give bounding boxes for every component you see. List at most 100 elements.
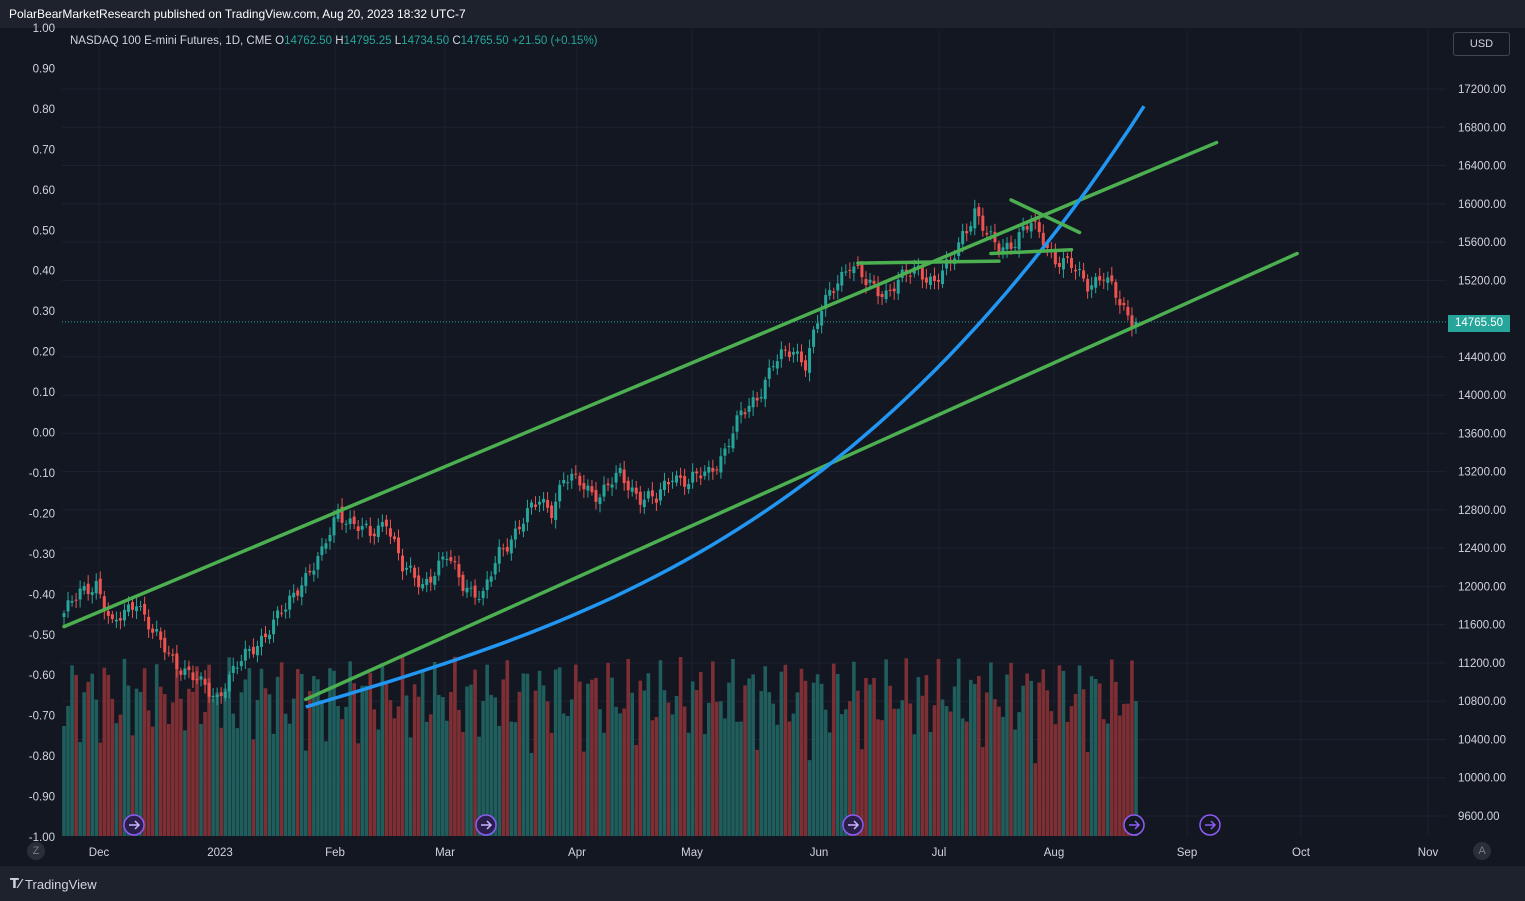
right-axis-label: 17200.00 [1458, 84, 1506, 96]
volume-bar [985, 692, 989, 836]
right-axis-label: 16400.00 [1458, 161, 1506, 173]
volume-bar [1009, 662, 1013, 836]
candle-body [658, 489, 662, 501]
candle-body [284, 609, 288, 612]
left-axis-label: 0.60 [33, 185, 55, 197]
volume-bar [815, 674, 820, 836]
candle-body [114, 619, 118, 622]
candle-body [868, 279, 872, 283]
candle-body [755, 397, 759, 401]
volume-bar [892, 708, 896, 836]
volume-bar [590, 679, 594, 836]
volume-bar [505, 660, 510, 836]
volume-bar [1001, 716, 1005, 836]
candle-body [151, 628, 155, 633]
candle-body [118, 618, 122, 621]
volume-bar [82, 692, 86, 836]
volume-bar [912, 734, 917, 836]
volume-bar [203, 712, 207, 836]
zoom-button[interactable]: Z [27, 842, 45, 860]
candle-body [997, 243, 1001, 255]
volume-bar [352, 683, 356, 836]
candle-body [1053, 249, 1057, 265]
volume-bar [928, 732, 933, 836]
time-axis-label: Sep [1177, 847, 1197, 859]
volume-bar [787, 721, 792, 836]
volume-bar [876, 719, 880, 836]
candle-body [421, 584, 425, 589]
volume-bar [827, 732, 832, 836]
volume-bar [743, 685, 747, 836]
volume-bar [682, 706, 687, 836]
volume-bar [400, 657, 405, 836]
candle-body [808, 348, 812, 373]
right-axis-label: 10800.00 [1458, 696, 1506, 708]
candle-body [642, 499, 646, 508]
candle-body [231, 665, 235, 673]
volume-bar [759, 691, 763, 836]
volume-bar [634, 744, 639, 836]
tradingview-brand[interactable]: 𝗧⁄ TradingView [10, 876, 97, 892]
volume-bar [227, 657, 232, 836]
right-axis-label: 14400.00 [1458, 352, 1506, 364]
candle-body [820, 310, 824, 326]
volume-bar [626, 658, 630, 836]
marker-arrow [1129, 820, 1141, 830]
volume-bar [62, 726, 66, 836]
candle-body [384, 519, 388, 527]
right-axis-label: 9600.00 [1458, 811, 1500, 823]
volume-bar [686, 732, 691, 836]
volume-bar [795, 692, 800, 836]
trendline-channel_lower [304, 251, 1299, 702]
candle-body [300, 585, 304, 598]
candle-body [775, 361, 779, 369]
candle-body [352, 516, 356, 525]
candle-body [62, 613, 66, 618]
volume-bar [900, 700, 905, 836]
volume-bar [489, 694, 493, 836]
volume-bar [545, 701, 550, 836]
volume-bar [952, 686, 957, 836]
volume-bar [215, 692, 219, 836]
candle-body [1126, 306, 1130, 316]
candle-body [767, 367, 771, 379]
candle-body [1078, 268, 1082, 270]
last-price-tag: 14765.50 [1448, 315, 1510, 332]
candle-body [320, 546, 324, 556]
auto-scale-button[interactable]: A [1473, 842, 1491, 860]
candle-body [989, 231, 993, 233]
volume-bar [1118, 715, 1122, 836]
volume-bar [674, 695, 679, 836]
volume-bar [670, 714, 675, 836]
volume-bar [1093, 678, 1098, 836]
candle-body [356, 526, 360, 531]
candle-body [630, 487, 634, 492]
right-axis-label: 15600.00 [1458, 237, 1506, 249]
candle-body [223, 691, 227, 698]
volume-bar [702, 734, 707, 836]
candle-body [683, 476, 687, 487]
volume-bar [493, 697, 498, 836]
volume-bar [533, 690, 538, 836]
volume-bar [469, 684, 473, 836]
candle-body [247, 649, 251, 651]
candle-body [981, 215, 985, 231]
volume-bar [654, 717, 659, 836]
volume-bar [251, 739, 256, 836]
candle-body [1045, 243, 1049, 248]
volume-bar [771, 703, 776, 836]
left-axis-label: 1.00 [33, 23, 55, 35]
time-axis-label: Dec [89, 847, 110, 859]
currency-button[interactable]: USD [1453, 32, 1510, 56]
candle-body [1021, 226, 1025, 231]
volume-bar [755, 749, 759, 836]
volume-bar [972, 683, 977, 836]
volume-bar [372, 709, 377, 836]
candle-body [675, 475, 679, 483]
candle-body [86, 583, 90, 595]
candle-body [405, 567, 409, 570]
volume-bar [521, 673, 526, 836]
candle-body [529, 502, 533, 508]
candle-body [296, 590, 300, 596]
